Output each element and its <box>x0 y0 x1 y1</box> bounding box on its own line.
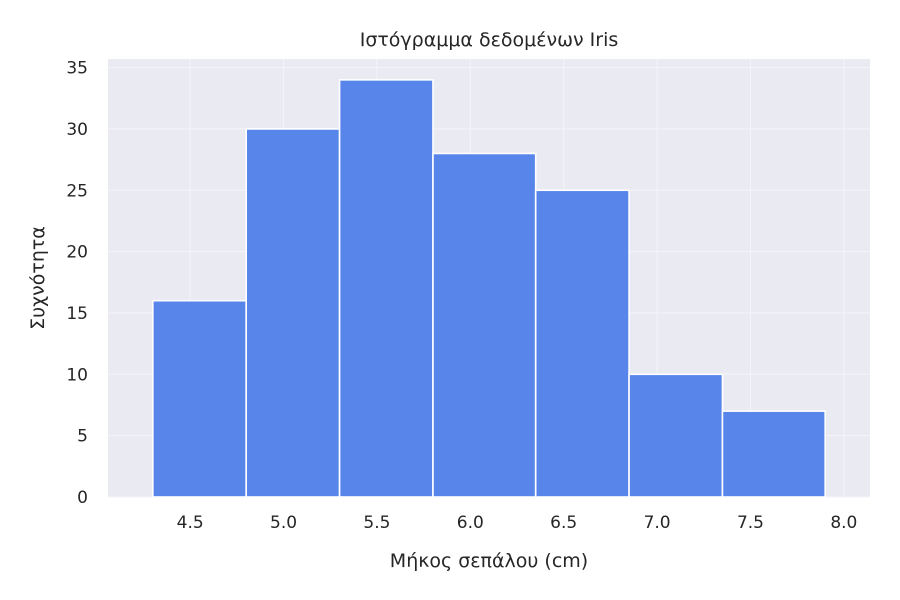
x-axis-title: Μήκος σεπάλου (cm) <box>390 550 588 572</box>
x-tick-label: 8.0 <box>830 513 857 533</box>
y-tick-label: 15 <box>66 304 88 324</box>
y-tick-label: 5 <box>77 427 88 447</box>
histogram-bar-3 <box>338 79 434 498</box>
y-axis-title: Συχνότητα <box>27 226 49 330</box>
x-tick-label: 7.0 <box>644 513 671 533</box>
y-axis-ticks: 0 5 10 15 20 25 30 35 <box>66 59 88 508</box>
chart-title: Ιστόγραμμα δεδομένων Iris <box>360 29 619 51</box>
histogram-bar-7 <box>721 410 826 498</box>
histogram-bar-4 <box>432 152 537 498</box>
y-tick-label: 20 <box>66 243 88 263</box>
x-tick-label: 6.0 <box>457 513 484 533</box>
y-tick-label: 10 <box>66 365 88 385</box>
y-tick-label: 35 <box>66 59 88 79</box>
histogram-bar-5 <box>534 189 630 498</box>
x-tick-label: 7.5 <box>737 513 764 533</box>
histogram-bar-2 <box>245 128 341 498</box>
x-axis-ticks: 4.5 5.0 5.5 6.0 6.5 7.0 7.5 8.0 <box>177 513 858 533</box>
y-tick-label: 25 <box>66 181 88 201</box>
bars <box>152 79 826 498</box>
y-tick-label: 0 <box>77 488 88 508</box>
x-tick-label: 4.5 <box>177 513 204 533</box>
x-tick-label: 5.5 <box>363 513 390 533</box>
histogram-bar-1 <box>152 299 248 498</box>
y-tick-label: 30 <box>66 120 88 140</box>
histogram-bar-6 <box>628 373 724 498</box>
x-tick-label: 6.5 <box>550 513 577 533</box>
x-tick-label: 5.0 <box>270 513 297 533</box>
